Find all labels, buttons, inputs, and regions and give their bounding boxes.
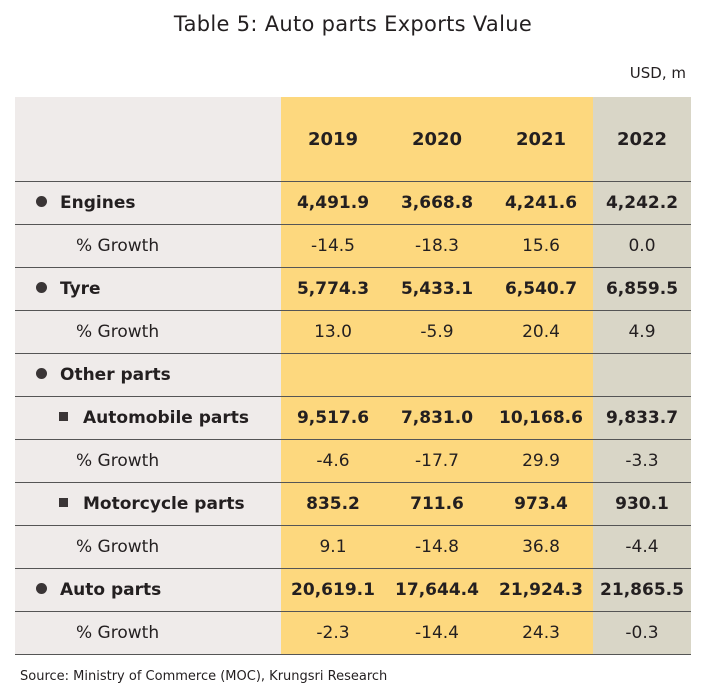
unit-label: USD, m [629,64,686,82]
exports-table: 2019 2020 2021 2022 Engines 4,491.9 3,66… [15,97,691,655]
source-note: Source: Ministry of Commerce (MOC), Krun… [20,669,388,684]
value-cell: 4,242.2 [593,181,691,225]
table-row: Motorcycle parts 835.2 711.6 973.4 930.1 [15,482,691,526]
value-cell: 20,619.1 [281,568,385,612]
value-cell: 3,668.8 [385,181,489,225]
value-cell: 13.0 [281,310,385,354]
value-cell: -17.7 [385,439,489,483]
table-row: Tyre 5,774.3 5,433.1 6,540.7 6,859.5 [15,267,691,311]
table-row: Automobile parts 9,517.6 7,831.0 10,168.… [15,396,691,440]
value-cell: 6,540.7 [489,267,593,311]
bullet-icon [36,368,47,379]
header-year-2021: 2021 [489,97,593,182]
value-cell: 9.1 [281,525,385,569]
bullet-icon [36,196,47,207]
table-row: % Growth 9.1 -14.8 36.8 -4.4 [15,525,691,569]
value-cell: 835.2 [281,482,385,526]
value-cell [385,353,489,397]
value-cell: 4,241.6 [489,181,593,225]
value-cell [593,353,691,397]
row-label: % Growth [76,322,160,342]
bullet-icon [36,282,47,293]
header-year-2019: 2019 [281,97,385,182]
table-title: Table 5: Auto parts Exports Value [173,12,533,36]
table-row: % Growth -2.3 -14.4 24.3 -0.3 [15,611,691,655]
value-cell: 6,859.5 [593,267,691,311]
table-row: Other parts [15,353,691,397]
value-cell: 17,644.4 [385,568,489,612]
table-row: Engines 4,491.9 3,668.8 4,241.6 4,242.2 [15,181,691,225]
header-year-2022: 2022 [593,97,691,182]
value-cell: 21,924.3 [489,568,593,612]
table-row: Auto parts 20,619.1 17,644.4 21,924.3 21… [15,568,691,612]
square-bullet-icon [59,498,68,507]
square-bullet-icon [59,412,68,421]
value-cell: 711.6 [385,482,489,526]
row-label: Engines [60,193,136,213]
value-cell: 24.3 [489,611,593,655]
value-cell: 29.9 [489,439,593,483]
value-cell: -0.3 [593,611,691,655]
row-label: Other parts [60,365,171,385]
value-cell: -14.8 [385,525,489,569]
row-label: % Growth [76,236,160,256]
value-cell: 10,168.6 [489,396,593,440]
header-row: 2019 2020 2021 2022 [15,97,691,182]
value-cell: 5,433.1 [385,267,489,311]
value-cell: -14.5 [281,224,385,268]
value-cell: 4.9 [593,310,691,354]
value-cell [281,353,385,397]
value-cell: 9,517.6 [281,396,385,440]
value-cell: -18.3 [385,224,489,268]
value-cell: 21,865.5 [593,568,691,612]
row-label: Motorcycle parts [83,494,245,514]
table-row: % Growth -4.6 -17.7 29.9 -3.3 [15,439,691,483]
row-label: % Growth [76,451,160,471]
row-label: Automobile parts [83,408,249,428]
value-cell: 973.4 [489,482,593,526]
row-label: % Growth [76,537,160,557]
value-cell: 930.1 [593,482,691,526]
value-cell: 20.4 [489,310,593,354]
table-row: % Growth -14.5 -18.3 15.6 0.0 [15,224,691,268]
value-cell: -4.4 [593,525,691,569]
value-cell: 15.6 [489,224,593,268]
header-year-2020: 2020 [385,97,489,182]
value-cell: 7,831.0 [385,396,489,440]
value-cell: -4.6 [281,439,385,483]
value-cell: 9,833.7 [593,396,691,440]
value-cell: -5.9 [385,310,489,354]
value-cell [489,353,593,397]
table-row: % Growth 13.0 -5.9 20.4 4.9 [15,310,691,354]
value-cell: 5,774.3 [281,267,385,311]
value-cell: 36.8 [489,525,593,569]
row-label: % Growth [76,623,160,643]
value-cell: -14.4 [385,611,489,655]
row-label: Auto parts [60,580,162,600]
value-cell: -2.3 [281,611,385,655]
value-cell: 0.0 [593,224,691,268]
bullet-icon [36,583,47,594]
value-cell: 4,491.9 [281,181,385,225]
value-cell: -3.3 [593,439,691,483]
row-label: Tyre [60,279,101,299]
header-blank-cell [15,97,281,182]
